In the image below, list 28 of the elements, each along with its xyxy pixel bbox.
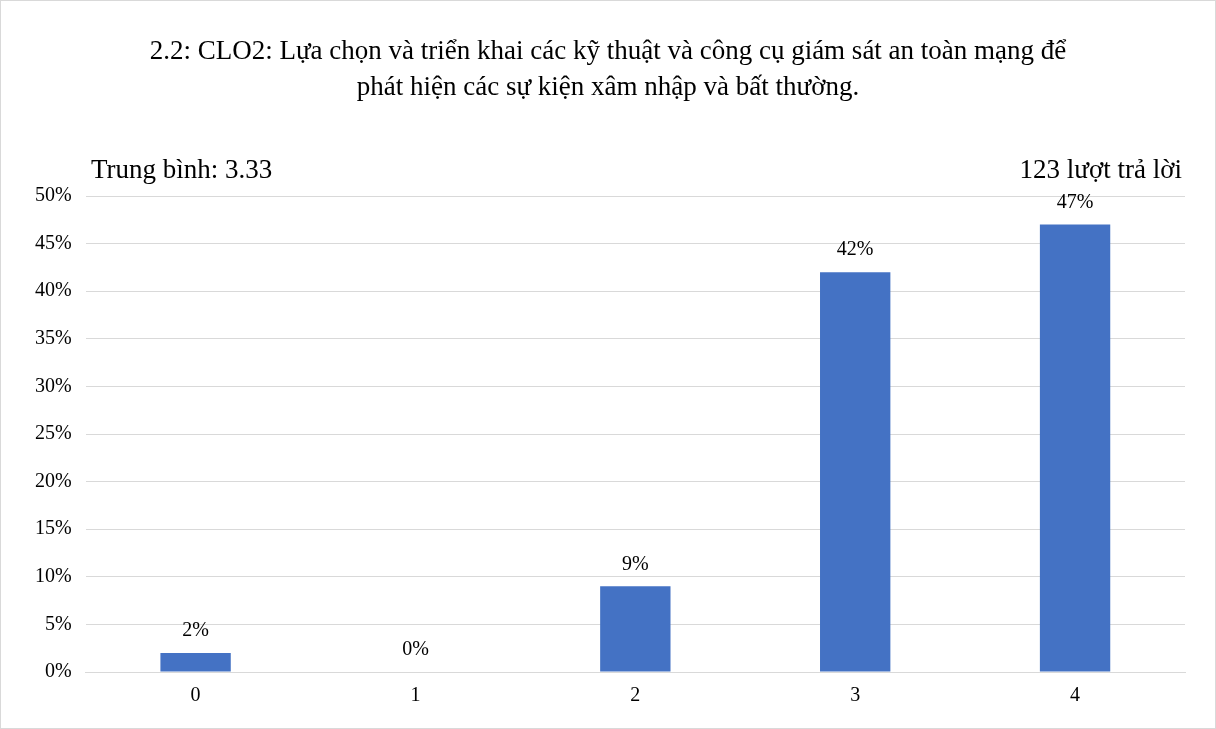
chart-title: 2.2: CLO2: Lựa chọn và triển khai các kỹ thuật và công cụ giám sát an toàn mạng để phát hiện các sự kiện xâm nhập và bất thường.	[149, 35, 1067, 101]
data-label: 0%	[402, 637, 429, 660]
y-tick-label: 35%	[34, 326, 72, 349]
y-tick-label: 20%	[34, 468, 72, 491]
y-tick-label: 45%	[34, 230, 72, 253]
bar	[600, 586, 671, 672]
x-tick-label: 4	[1070, 683, 1081, 706]
y-tick-label: 30%	[34, 373, 72, 396]
x-tick-label: 0	[190, 683, 201, 706]
y-tick-label: 50%	[34, 183, 72, 206]
bar	[1039, 224, 1111, 672]
y-tick-label: 0%	[44, 659, 72, 682]
text: 123 lượt trả lời	[1019, 154, 1182, 184]
y-tick-label: 10%	[34, 564, 72, 587]
data-label: 9%	[621, 551, 649, 574]
text: Trung bình: 3.33	[91, 154, 273, 184]
bar	[820, 272, 891, 672]
data-label: 47%	[1056, 189, 1094, 212]
y-tick-label: 25%	[34, 421, 72, 444]
x-tick-label: 2	[630, 683, 641, 706]
bar	[160, 652, 231, 672]
data-label: 2%	[182, 618, 209, 641]
data-label: 42%	[836, 237, 874, 260]
x-tick-label: 1	[410, 683, 421, 706]
y-tick-label: 5%	[44, 611, 72, 634]
x-tick-label: 3	[850, 683, 861, 706]
y-tick-label: 15%	[34, 516, 72, 539]
y-tick-label: 40%	[34, 278, 72, 301]
